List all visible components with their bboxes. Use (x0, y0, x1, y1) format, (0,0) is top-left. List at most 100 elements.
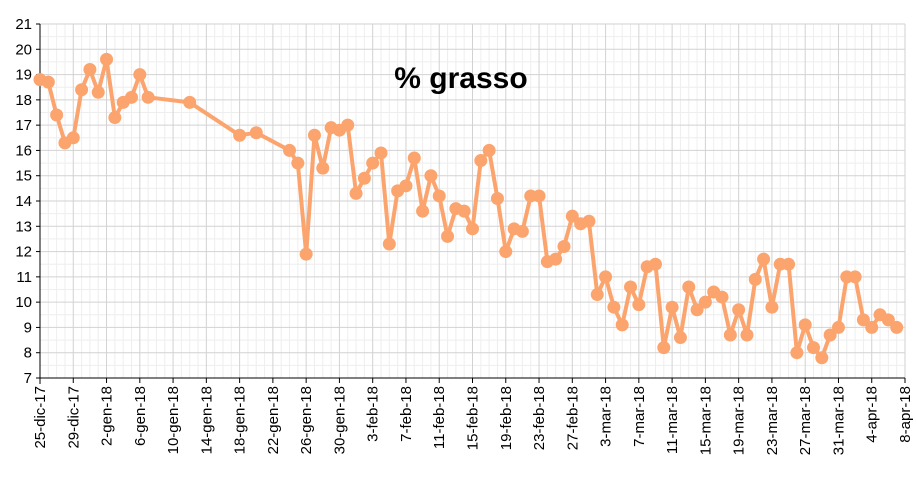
x-tick-label: 15-feb-18 (465, 386, 482, 450)
data-point (407, 151, 421, 165)
data-point (482, 143, 496, 157)
data-point (183, 95, 197, 109)
data-point (349, 186, 363, 200)
x-tick-label: 2-gen-18 (99, 386, 116, 446)
data-point (233, 128, 247, 142)
data-point (133, 68, 147, 82)
data-point (881, 313, 895, 327)
data-point (599, 270, 613, 284)
data-point (765, 300, 779, 314)
y-tick-label: 10 (15, 294, 32, 311)
data-point (307, 128, 321, 142)
data-point (807, 341, 821, 355)
data-point (108, 111, 122, 125)
data-point (782, 257, 796, 271)
data-point (657, 341, 671, 355)
data-point (590, 288, 604, 302)
data-point (740, 328, 754, 342)
data-point (582, 214, 596, 228)
data-point (665, 300, 679, 314)
data-point (341, 118, 355, 132)
x-tick-label: 19-feb-18 (498, 386, 515, 450)
data-point (91, 85, 105, 99)
x-tick-label: 11-mar-18 (664, 386, 681, 454)
y-tick-label: 19 (15, 67, 32, 84)
x-tick-label: 22-gen-18 (265, 386, 282, 454)
y-tick-label: 12 (15, 244, 32, 261)
x-tick-label: 15-mar-18 (697, 386, 714, 455)
data-point (432, 189, 446, 203)
x-tick-label: 6-gen-18 (132, 386, 149, 446)
data-point (848, 270, 862, 284)
data-point (532, 189, 546, 203)
x-tick-label: 7-feb-18 (398, 386, 415, 442)
data-point (299, 247, 313, 261)
y-tick-label: 7 (24, 370, 32, 387)
data-point (424, 169, 438, 183)
x-tick-label: 23-feb-18 (531, 386, 548, 450)
x-tick-label: 23-mar-18 (764, 386, 781, 455)
data-point (549, 252, 563, 266)
x-tick-label: 10-gen-18 (165, 386, 182, 454)
data-point (698, 295, 712, 309)
x-tick-label: 31-mar-18 (830, 386, 847, 455)
data-point (748, 272, 762, 286)
data-point (648, 257, 662, 271)
x-tick-label: 18-gen-18 (232, 386, 249, 454)
y-tick-label: 21 (15, 16, 32, 33)
data-point (723, 328, 737, 342)
data-point (831, 320, 845, 334)
data-point (798, 318, 812, 332)
data-point (457, 204, 471, 218)
chart-title: % grasso (394, 62, 527, 95)
data-point (682, 280, 696, 294)
y-tick-label: 8 (24, 345, 32, 362)
data-point (66, 131, 80, 145)
data-point (865, 320, 879, 334)
y-tick-label: 11 (16, 269, 32, 286)
data-point (624, 280, 638, 294)
data-point (100, 52, 114, 66)
data-point (83, 63, 97, 77)
data-point (75, 83, 89, 97)
data-point (382, 237, 396, 251)
data-point (499, 245, 513, 259)
data-point (441, 229, 455, 243)
data-point (815, 351, 829, 365)
x-tick-label: 14-gen-18 (198, 386, 215, 454)
series-layer (33, 52, 904, 365)
y-tick-label: 18 (15, 92, 32, 109)
x-tick-label: 26-gen-18 (298, 386, 315, 454)
x-tick-label: 7-mar-18 (631, 386, 648, 447)
data-point (732, 303, 746, 317)
data-point (141, 90, 155, 104)
x-axis-ticks: 25-dic-17 29-dic-17 2-gen-18 6-gen-18 10-gen… (32, 378, 914, 455)
data-point (890, 320, 904, 334)
y-tick-label: 16 (15, 142, 32, 159)
x-tick-label: 3-feb-18 (365, 386, 382, 442)
x-tick-label: 25-dic-17 (32, 386, 49, 449)
x-tick-label: 27-mar-18 (797, 386, 814, 455)
data-point (416, 204, 430, 218)
y-tick-label: 14 (15, 193, 32, 210)
x-tick-label: 19-mar-18 (731, 386, 748, 455)
y-tick-label: 17 (15, 117, 32, 134)
data-point (41, 75, 55, 89)
data-point (856, 313, 870, 327)
data-point (291, 156, 305, 170)
data-point (715, 290, 729, 304)
data-point (124, 90, 138, 104)
x-tick-label: 4-apr-18 (864, 386, 881, 443)
data-point (374, 146, 388, 160)
x-tick-label: 11-feb-18 (431, 386, 448, 449)
y-axis-ticks: 7 8 9 10 11 12 13 14 15 16 17 18 19 20 21 (15, 16, 40, 387)
x-tick-label: 30-gen-18 (331, 386, 348, 454)
data-point (366, 156, 380, 170)
y-tick-label: 13 (15, 218, 32, 235)
data-point (790, 346, 804, 360)
data-point (474, 154, 488, 168)
data-point (565, 209, 579, 223)
x-tick-label: 29-dic-17 (65, 386, 82, 449)
data-point (249, 126, 263, 140)
